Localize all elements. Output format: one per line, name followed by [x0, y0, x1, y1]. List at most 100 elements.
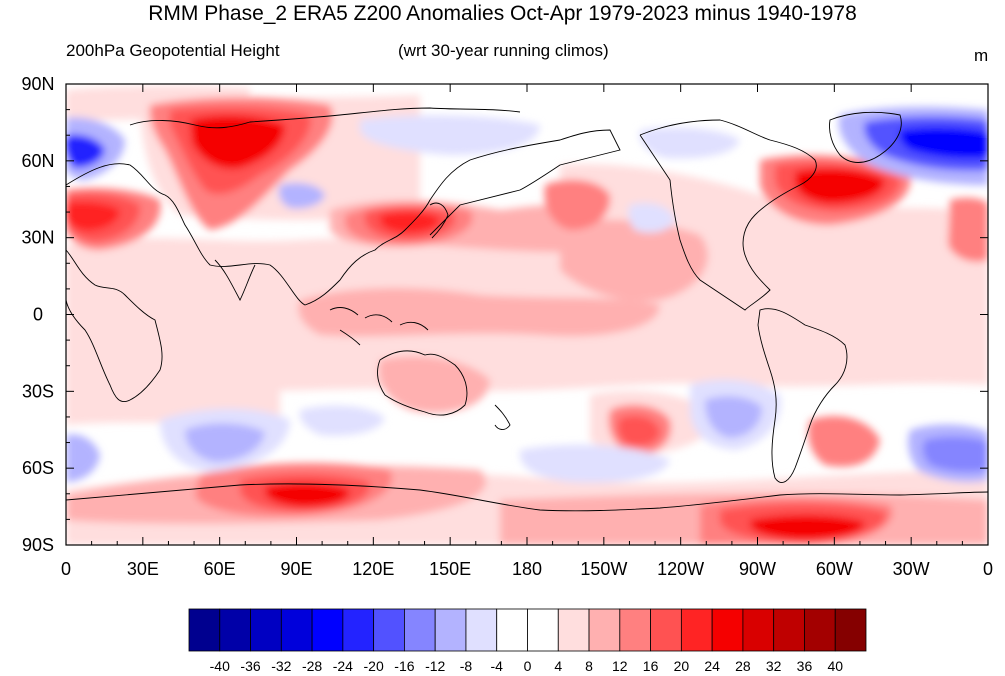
colorbar-label: 20: [674, 658, 690, 674]
variable-label: 200hPa Geopotential Height: [66, 41, 280, 60]
colorbar-swatch: [404, 608, 436, 652]
x-tick-label: 120E: [352, 559, 394, 579]
anomaly-region-japan-max: [380, 211, 440, 233]
coastline-japan: [429, 202, 449, 239]
x-tick-label: 30E: [127, 559, 159, 579]
coastline-eurasia: [66, 129, 621, 306]
anomaly-region-australia: [378, 356, 490, 414]
x-tick-label: 120W: [657, 559, 704, 579]
colorbar-swatch: [250, 608, 282, 652]
anomaly-region-central-pacific: [560, 219, 708, 301]
y-tick-label: 90N: [21, 74, 54, 94]
y-tick-label: 30N: [21, 228, 54, 248]
colorbar-label: -20: [364, 658, 384, 674]
anomaly-region-southeast-pacific-low-core: [705, 396, 762, 438]
y-axis: 90N 60N 30N 0 30S 60S 90S: [21, 74, 988, 555]
anomaly-field: [66, 85, 988, 545]
colorbar-label: 8: [585, 658, 593, 674]
y-tick-label: 0: [33, 305, 43, 325]
anomaly-region-west-pacific: [298, 288, 660, 337]
colorbar-swatch: [680, 608, 713, 652]
y-tick-label: 60S: [22, 458, 54, 478]
colorbar-swatch: [496, 608, 528, 652]
x-axis: 0 30E 60E 90E 120E 150E 180 150W 120W 90W 60W 30W 0: [61, 84, 993, 579]
coastline-india: [214, 259, 256, 301]
x-tick-label: 90E: [280, 559, 312, 579]
colorbar-label: -12: [425, 658, 445, 674]
map-title: RMM Phase_2 ERA5 Z200 Anomalies Oct-Apr …: [148, 2, 857, 25]
coastline-australia: [377, 350, 468, 416]
anomaly-region-amundsen-low: [519, 444, 670, 483]
anomaly-region-east-atlantic: [948, 197, 988, 262]
coastline-south-america: [757, 308, 848, 483]
colorbar-label: 32: [766, 658, 782, 674]
anomaly-region-south-pacific-core: [617, 415, 660, 447]
x-tick-label: 60W: [816, 559, 853, 579]
colorbar-swatch: [557, 608, 590, 652]
units-label: m: [974, 46, 989, 65]
y-tick-label: 30S: [22, 381, 54, 401]
colorbar-label: -32: [271, 658, 291, 674]
colorbar-swatch: [650, 608, 682, 652]
coastlines: [66, 107, 988, 512]
colorbar-swatch: [311, 608, 344, 652]
anomaly-region-siberia-max: [190, 115, 285, 169]
colorbar-label: -36: [240, 658, 260, 674]
colorbar-swatch: [711, 608, 744, 652]
x-tick-label: 180: [512, 559, 542, 579]
colorbar-label: 12: [612, 658, 628, 674]
anomaly-region-greenland-low-core: [899, 127, 988, 159]
colorbar-swatch: [465, 608, 498, 652]
colorbar-swatch: [527, 608, 559, 652]
anomaly-region-north-pacific-east: [544, 179, 611, 230]
colorbar-swatch: [804, 608, 836, 652]
y-tick-label: 60N: [21, 151, 54, 171]
colorbar-swatch: [188, 608, 221, 652]
colorbar: -40 -36 -32 -28 -24 -20 -16 -12 -8 -4 0 4 8 12 16 20 24 2…: [188, 608, 867, 674]
colorbar-label: -28: [302, 658, 322, 674]
colorbar-swatch: [619, 608, 651, 652]
colorbar-label: 24: [704, 658, 720, 674]
x-tick-label: 0: [983, 559, 993, 579]
colorbar-swatch: [342, 608, 375, 652]
anomaly-region-pacific-low: [628, 203, 675, 233]
colorbar-label: 0: [524, 658, 532, 674]
colorbar-label: -16: [394, 658, 414, 674]
coastline-arctic: [129, 107, 521, 129]
climatology-note: (wrt 30-year running climos): [398, 41, 609, 60]
coastline-africa: [66, 249, 163, 403]
colorbar-label: -24: [333, 658, 353, 674]
colorbar-label: 4: [554, 658, 562, 674]
anomaly-region-west-africa-low: [66, 434, 100, 482]
colorbar-label: -4: [491, 658, 504, 674]
colorbar-swatch: [434, 608, 467, 652]
colorbar-swatch: [742, 608, 775, 652]
y-tick-label: 90S: [22, 535, 54, 555]
coastline-new-zealand: [494, 404, 511, 430]
coastline-north-america: [639, 119, 817, 311]
colorbar-swatch: [588, 608, 621, 652]
colorbar-swatch: [219, 608, 251, 652]
anomaly-region-labrador-max: [795, 168, 885, 204]
x-tick-label: 60E: [204, 559, 236, 579]
anomaly-region-indian-southern-max: [265, 482, 350, 507]
x-tick-label: 0: [61, 559, 71, 579]
anomaly-region-kamchatka-low: [639, 127, 740, 159]
anomaly-region-south-pacific-low: [299, 405, 385, 436]
colorbar-swatch: [280, 608, 313, 652]
colorbar-label: -40: [210, 658, 230, 674]
coastline-greenland: [829, 111, 902, 163]
anomaly-region-south-atlantic-low-core: [922, 436, 988, 473]
x-tick-label: 150W: [580, 559, 627, 579]
anomaly-region-mediterranean-max: [66, 201, 120, 231]
x-tick-label: 90W: [739, 559, 776, 579]
anomaly-region-south-atlantic: [808, 416, 880, 467]
coastline-maritime-continent: [329, 307, 429, 346]
x-tick-label: 150E: [429, 559, 471, 579]
colorbar-swatch: [834, 608, 867, 652]
anomaly-region-south-indian-low-core: [185, 423, 265, 462]
colorbar-swatch: [773, 608, 805, 652]
anomaly-region-norwegian-low-core: [66, 134, 105, 168]
colorbar-label: 36: [797, 658, 813, 674]
colorbar-label: 16: [643, 658, 659, 674]
